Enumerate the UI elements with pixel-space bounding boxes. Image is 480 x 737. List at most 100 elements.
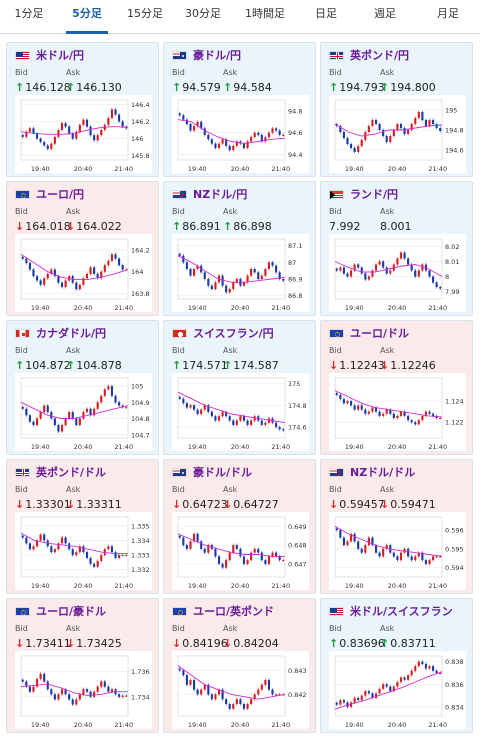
candle	[64, 121, 67, 129]
candlestick-chart[interactable]: 1.736 1.734 19:40 20:40 21:40	[15, 651, 152, 729]
price-chart-svg: 94.8 94.6 94.4 19:40 20:40 21:40	[177, 99, 302, 173]
candlestick-chart[interactable]: 146.4 146.2 146 145.8 19:40 20:40 21:40	[15, 95, 152, 173]
pair-name[interactable]: NZドル/円	[193, 188, 248, 201]
candlestick-chart[interactable]: 1.335 1.334 1.333 1.332 19:40 20:40 21:40	[15, 512, 152, 590]
candle	[371, 405, 374, 414]
pair-name[interactable]: 英ポンド/ドル	[36, 466, 107, 479]
candle	[346, 136, 349, 146]
rate-card[interactable]: ランド/円 Bid Ask 7.992 8.001 8.02 8.01 8 7.99 19:40 2…	[320, 181, 473, 316]
rate-card[interactable]: ユーロ/ドル Bid Ask ↓1.12243 ↓1.12246 1.124 1.122 19…	[320, 320, 473, 455]
rate-card[interactable]: カナダドル/円 Bid Ask ↑104.872 ↑104.878 105 104.9 104…	[6, 320, 159, 455]
za-flag	[329, 189, 344, 199]
candle	[217, 688, 221, 696]
plot-frame	[177, 377, 286, 439]
pair-name[interactable]: 米ドル/スイスフラン	[350, 605, 453, 618]
pair-name[interactable]: NZドル/ドル	[350, 466, 416, 479]
pair-name[interactable]: カナダドル/円	[36, 327, 107, 340]
candlestick-chart[interactable]: 0.596 0.595 0.594 19:40 20:40 21:40	[329, 512, 466, 590]
pair-name[interactable]: 米ドル/円	[36, 49, 85, 62]
candlestick-chart[interactable]: 105 104.9 104.8 104.7 19:40 20:40 21:40	[15, 373, 152, 451]
candle	[378, 122, 381, 132]
tab-7[interactable]: 週足	[374, 7, 396, 20]
pair-name[interactable]: 豪ドル/円	[193, 49, 242, 62]
pair-name[interactable]: 豪ドル/ドル	[193, 466, 253, 479]
y-tick-label: 146.2	[131, 118, 150, 126]
candlestick-chart[interactable]: 164.2 164 163.8 19:40 20:40 21:40	[15, 234, 152, 312]
tab-8[interactable]: 月足	[437, 7, 459, 20]
tab-2[interactable]: 5分足	[58, 0, 116, 34]
candle	[374, 405, 378, 414]
candle	[185, 118, 188, 126]
candle	[407, 414, 410, 422]
tab-1[interactable]: 1分足	[14, 7, 44, 20]
rate-card[interactable]: ユーロ/英ポンド Bid Ask ↓0.84196 ↓0.84204 0.843 0.842…	[163, 598, 316, 733]
bid-label: Bid	[329, 624, 342, 633]
candle	[214, 280, 217, 291]
pair-name[interactable]: 英ポンド/円	[350, 49, 410, 62]
candle	[339, 266, 342, 272]
candlestick-chart[interactable]: 0.838 0.836 0.834 19:40 20:40 21:40	[329, 651, 466, 729]
bid-label: Bid	[15, 207, 28, 216]
pair-name[interactable]: ユーロ/円	[36, 188, 85, 201]
rate-card[interactable]: ユーロ/豪ドル Bid Ask ↓1.73411 ↓1.73425 1.736 1.734 1…	[6, 598, 159, 733]
rate-card[interactable]: 英ポンド/ドル Bid Ask ↓1.33301 ↓1.33311 1.335 1.334 1…	[6, 459, 159, 594]
x-tick-label: 20:40	[388, 721, 407, 729]
candle	[89, 556, 92, 566]
candle	[25, 407, 28, 417]
pair-name[interactable]: ユーロ/ドル	[350, 327, 410, 340]
candle	[407, 547, 410, 558]
x-tick-label: 19:40	[31, 165, 50, 173]
y-tick-label: 1.335	[131, 522, 150, 530]
candlestick-chart[interactable]: 8.02 8.01 8 7.99 19:40 20:40 21:40	[329, 234, 466, 312]
candle	[25, 535, 28, 545]
pair-name[interactable]: ユーロ/豪ドル	[36, 605, 107, 618]
candle	[267, 416, 271, 425]
rate-card[interactable]: 米ドル/スイスフラン Bid Ask ↑0.83696 ↑0.83711 0.838 0.8…	[320, 598, 473, 733]
rate-card[interactable]: 米ドル/円 Bid Ask ↑146.128 ↑146.130 146.4 146.2 146…	[6, 42, 159, 177]
candlestick-chart[interactable]: 1.124 1.122 19:40 20:40 21:40	[329, 373, 466, 451]
candle	[53, 547, 56, 554]
rate-card[interactable]: スイスフラン/円 Bid Ask ↑174.571 ↑174.587 175 174.8 17…	[163, 320, 316, 455]
rate-card[interactable]: 豪ドル/円 Bid Ask ↑94.579 ↑94.584 94.8 94.6 94.4 19:…	[163, 42, 316, 177]
candlestick-chart[interactable]: 175 174.8 174.6 19:40 20:40 21:40	[172, 373, 309, 451]
bid-label: Bid	[329, 346, 342, 355]
pair-name[interactable]: スイスフラン/円	[193, 327, 274, 340]
candle	[399, 122, 403, 130]
candle	[50, 687, 53, 696]
up-arrow-icon: ↑	[223, 219, 233, 233]
candlestick-chart[interactable]: 0.843 0.842 19:40 20:40 21:40	[172, 651, 309, 729]
y-tick-label: 0.647	[288, 560, 307, 568]
plot-frame	[177, 655, 286, 717]
candlestick-chart[interactable]: 94.8 94.6 94.4 19:40 20:40 21:40	[172, 95, 309, 173]
candle	[432, 554, 435, 562]
candle	[424, 662, 428, 670]
pair-name[interactable]: ランド/円	[350, 188, 399, 201]
candlestick-chart[interactable]: 0.649 0.648 0.647 19:40 20:40 21:40	[172, 512, 309, 590]
gb-flag	[15, 467, 30, 477]
pair-name[interactable]: ユーロ/英ポンド	[193, 605, 275, 618]
rate-card[interactable]: 英ポンド/円 Bid Ask ↑194.793 ↑194.800 195 194.8 194.…	[320, 42, 473, 177]
tab-3[interactable]: 15分足	[127, 7, 163, 20]
rate-card[interactable]: 豪ドル/ドル Bid Ask ↓0.64723 ↓0.64727 0.649 0.648 0.…	[163, 459, 316, 594]
candle	[364, 543, 367, 555]
down-arrow-icon: ↓	[380, 497, 390, 511]
candlestick-chart[interactable]: 87.1 87 86.9 86.8 19:40 20:40 21:40	[172, 234, 309, 312]
tab-4[interactable]: 30分足	[185, 7, 221, 20]
down-arrow-icon: ↓	[66, 497, 76, 511]
candle	[382, 260, 385, 269]
tab-5[interactable]: 1時間足	[245, 7, 285, 20]
tab-6[interactable]: 日足	[315, 7, 337, 20]
candle	[417, 551, 420, 558]
rate-card[interactable]: NZドル/ドル Bid Ask ↓0.59457 ↓0.59471 0.596 0.595 0…	[320, 459, 473, 594]
candle	[93, 407, 96, 417]
candlestick-chart[interactable]: 195 194.8 194.6 19:40 20:40 21:40	[329, 95, 466, 173]
plot-frame	[20, 655, 129, 717]
moving-average-line	[334, 261, 443, 277]
candle	[385, 543, 388, 551]
candle	[121, 404, 124, 409]
rate-card[interactable]: ユーロ/円 Bid Ask ↓164.018 ↓164.022 164.2 164 163.8…	[6, 181, 159, 316]
up-arrow-icon: ↑	[172, 358, 182, 372]
candle	[203, 547, 206, 555]
rate-card[interactable]: NZドル/円 Bid Ask ↑86.891 ↑86.898 87.1 87 86.9 86.8…	[163, 181, 316, 316]
bid-price: ↑94.579	[172, 81, 223, 94]
